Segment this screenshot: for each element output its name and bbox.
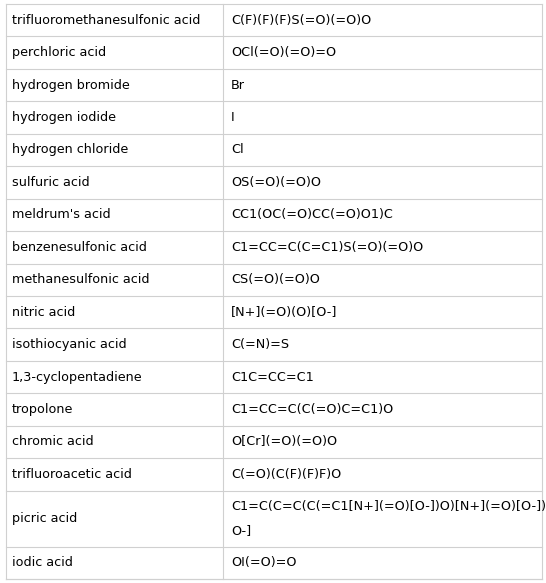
Text: benzenesulfonic acid: benzenesulfonic acid	[12, 241, 147, 254]
Text: CC1(OC(=O)CC(=O)O1)C: CC1(OC(=O)CC(=O)O1)C	[231, 208, 393, 222]
Text: O[Cr](=O)(=O)O: O[Cr](=O)(=O)O	[231, 436, 337, 448]
Text: C(F)(F)(F)S(=O)(=O)O: C(F)(F)(F)S(=O)(=O)O	[231, 14, 371, 27]
Text: perchloric acid: perchloric acid	[12, 46, 106, 59]
Text: [N+](=O)(O)[O-]: [N+](=O)(O)[O-]	[231, 305, 337, 319]
Text: nitric acid: nitric acid	[12, 305, 75, 319]
Text: isothiocyanic acid: isothiocyanic acid	[12, 338, 127, 351]
Text: OS(=O)(=O)O: OS(=O)(=O)O	[231, 176, 321, 189]
Text: Cl: Cl	[231, 143, 244, 156]
Text: CS(=O)(=O)O: CS(=O)(=O)O	[231, 273, 319, 286]
Text: sulfuric acid: sulfuric acid	[12, 176, 90, 189]
Text: hydrogen bromide: hydrogen bromide	[12, 79, 130, 92]
Text: C(=N)=S: C(=N)=S	[231, 338, 289, 351]
Text: trifluoroacetic acid: trifluoroacetic acid	[12, 468, 132, 481]
Text: picric acid: picric acid	[12, 512, 77, 525]
Text: C1C=CC=C1: C1C=CC=C1	[231, 371, 313, 384]
Text: hydrogen iodide: hydrogen iodide	[12, 111, 116, 124]
Text: trifluoromethanesulfonic acid: trifluoromethanesulfonic acid	[12, 14, 200, 27]
Text: iodic acid: iodic acid	[12, 556, 73, 569]
Text: chromic acid: chromic acid	[12, 436, 93, 448]
Text: meldrum's acid: meldrum's acid	[12, 208, 111, 222]
Text: 1,3-cyclopentadiene: 1,3-cyclopentadiene	[12, 371, 143, 384]
Text: C(=O)(C(F)(F)F)O: C(=O)(C(F)(F)F)O	[231, 468, 341, 481]
Text: OCl(=O)(=O)=O: OCl(=O)(=O)=O	[231, 46, 336, 59]
Text: tropolone: tropolone	[12, 403, 73, 416]
Text: I: I	[231, 111, 235, 124]
Text: O-]: O-]	[231, 524, 251, 538]
Text: hydrogen chloride: hydrogen chloride	[12, 143, 128, 156]
Text: C1=CC=C(C(=O)C=C1)O: C1=CC=C(C(=O)C=C1)O	[231, 403, 393, 416]
Text: methanesulfonic acid: methanesulfonic acid	[12, 273, 150, 286]
Text: C1=CC=C(C=C1)S(=O)(=O)O: C1=CC=C(C=C1)S(=O)(=O)O	[231, 241, 423, 254]
Text: OI(=O)=O: OI(=O)=O	[231, 556, 296, 569]
Text: Br: Br	[231, 79, 245, 92]
Text: C1=C(C=C(C(=C1[N+](=O)[O-])O)[N+](=O)[O-])[N+](=O)[: C1=C(C=C(C(=C1[N+](=O)[O-])O)[N+](=O)[O-…	[231, 500, 546, 513]
